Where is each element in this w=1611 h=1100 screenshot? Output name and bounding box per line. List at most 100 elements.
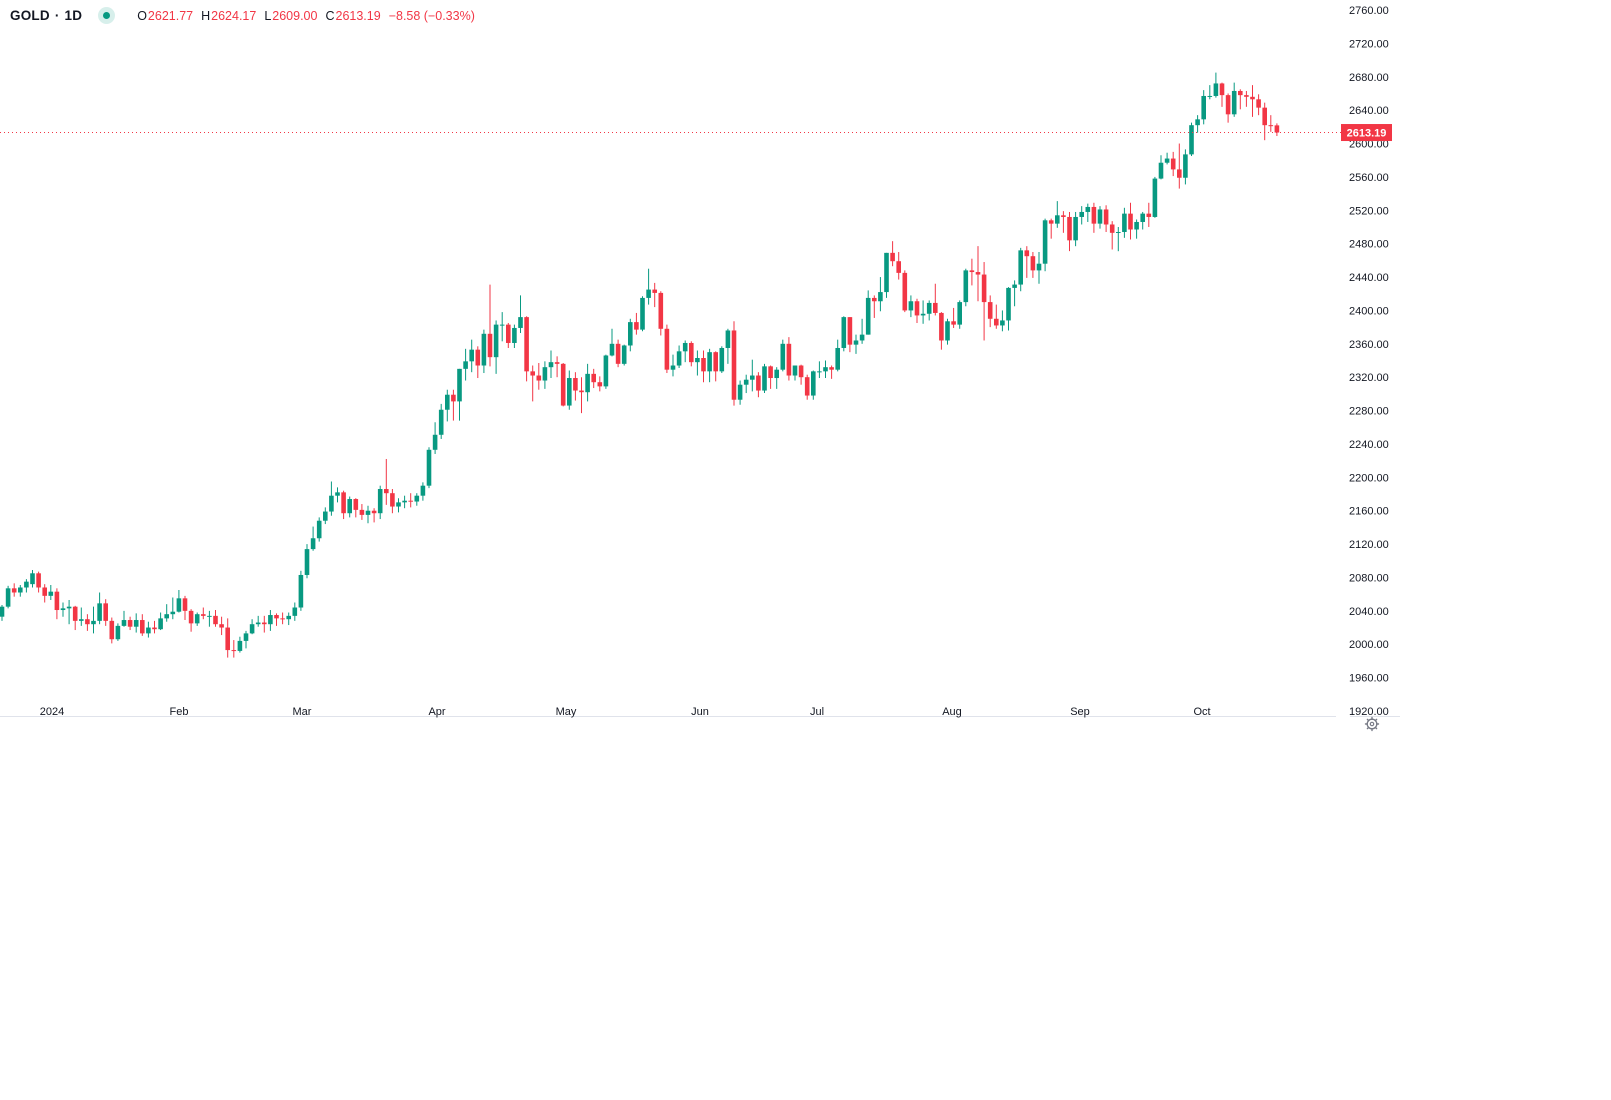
candle-body	[274, 615, 279, 619]
candle-body	[451, 394, 456, 402]
candle-body	[542, 367, 548, 381]
candle-body	[103, 603, 108, 621]
candle-body	[231, 650, 237, 652]
candle-body	[262, 622, 267, 625]
candle-body	[835, 347, 840, 370]
candle-body	[201, 614, 206, 616]
candle-body	[567, 378, 572, 406]
candle-body	[79, 619, 84, 621]
candle-body	[945, 321, 950, 341]
price-tick-label: 2080.00	[1349, 572, 1389, 584]
candle-body	[1061, 215, 1066, 217]
candle-body	[48, 591, 54, 596]
candle-body	[774, 369, 779, 379]
candle-body	[798, 365, 804, 378]
candle-body	[743, 379, 749, 385]
time-tick-label: Aug	[942, 706, 962, 718]
gear-icon	[1364, 716, 1380, 732]
time-axis[interactable]: 2024 Feb Mar Apr May Jun Jul Aug Sep Oct	[0, 706, 1400, 718]
candle-body	[115, 625, 121, 640]
candle-body	[365, 510, 371, 515]
candle-body	[54, 591, 60, 611]
candle-body	[548, 362, 554, 368]
ohlc-readout: O 2621.77 H 2624.17 L 2609.00 C 2613.19 −8.5…	[137, 9, 475, 23]
candle-body	[164, 614, 169, 619]
ohlc-high-value: 2624.17	[211, 8, 257, 23]
market-status-button[interactable]	[98, 7, 116, 24]
candle-body	[182, 598, 188, 611]
candle-body	[792, 365, 798, 376]
candle-body	[1103, 209, 1109, 225]
interval-label[interactable]: 1D	[64, 8, 83, 23]
candle-body	[1000, 320, 1005, 326]
candle-body	[5, 588, 11, 607]
candle-body	[695, 358, 700, 363]
price-axis[interactable]: 2760.00 2720.00 2680.00 2640.00 2600.00 2560.…	[1349, 5, 1389, 718]
price-tick-label: 2240.00	[1349, 439, 1389, 451]
candle-body	[225, 627, 230, 651]
candle-body	[1116, 231, 1121, 233]
price-tick-label: 2000.00	[1349, 639, 1389, 651]
candle-body	[1067, 216, 1072, 241]
candle-body	[286, 615, 291, 620]
symbol-title[interactable]: GOLD · 1D	[10, 8, 82, 23]
candle-body	[1109, 224, 1115, 233]
price-tick-label: 2400.00	[1349, 305, 1389, 317]
last-price-badge: 2613.19	[1341, 124, 1392, 142]
candle-body	[676, 351, 682, 366]
candle-body	[884, 252, 889, 293]
candle-body	[1201, 95, 1206, 120]
candle-body	[1036, 263, 1042, 271]
candle-body	[969, 270, 975, 273]
candle-body	[140, 620, 145, 634]
axis-settings-button[interactable]	[1364, 716, 1380, 732]
candle-body	[652, 289, 657, 293]
candle-body	[121, 620, 127, 626]
candle-body	[426, 449, 432, 486]
candle-body	[1238, 90, 1243, 96]
candle-body	[268, 615, 273, 625]
candlestick-chart[interactable]: 2760.00 2720.00 2680.00 2640.00 2600.00 2560.…	[0, 0, 1400, 745]
time-tick-label: Sep	[1070, 706, 1090, 718]
candle-body	[194, 614, 200, 624]
candle-body	[1146, 213, 1152, 217]
symbol-name[interactable]: GOLD	[10, 8, 50, 23]
candle-body	[97, 603, 102, 621]
candle-body	[890, 252, 895, 262]
candle-body	[768, 366, 773, 379]
candle-body	[91, 620, 96, 625]
time-tick-label: 2024	[40, 706, 64, 718]
candle-body	[1213, 83, 1219, 96]
candle-body	[1195, 119, 1200, 126]
candle-body	[573, 378, 578, 391]
candle-body	[243, 633, 249, 641]
price-tick-label: 2200.00	[1349, 472, 1389, 484]
candle-body	[1262, 107, 1267, 126]
price-tick-label: 2120.00	[1349, 539, 1389, 551]
candle-body	[646, 289, 651, 298]
candle-body	[414, 495, 420, 502]
candle-body	[0, 606, 5, 617]
candle-body	[957, 302, 962, 325]
candle-body	[1231, 90, 1237, 115]
candle-body	[152, 627, 157, 630]
candle-body	[359, 509, 365, 515]
candle-body	[1097, 209, 1103, 224]
candle-body	[463, 361, 468, 369]
candle-body	[933, 302, 938, 313]
candle-body	[396, 502, 401, 507]
time-tick-label: Mar	[293, 706, 312, 718]
candle-body	[1152, 178, 1158, 217]
price-tick-label: 2680.00	[1349, 72, 1389, 84]
candle-body	[591, 373, 596, 383]
candle-body	[316, 520, 322, 539]
price-tick-label: 2720.00	[1349, 38, 1389, 50]
candle-body	[804, 377, 810, 396]
candle-body	[512, 327, 517, 343]
candle-body	[1073, 216, 1078, 241]
candle-body	[750, 375, 755, 380]
candle-body	[237, 640, 243, 651]
candle-body	[390, 493, 395, 507]
candles-series	[0, 72, 1280, 658]
candle-body	[1183, 154, 1188, 178]
